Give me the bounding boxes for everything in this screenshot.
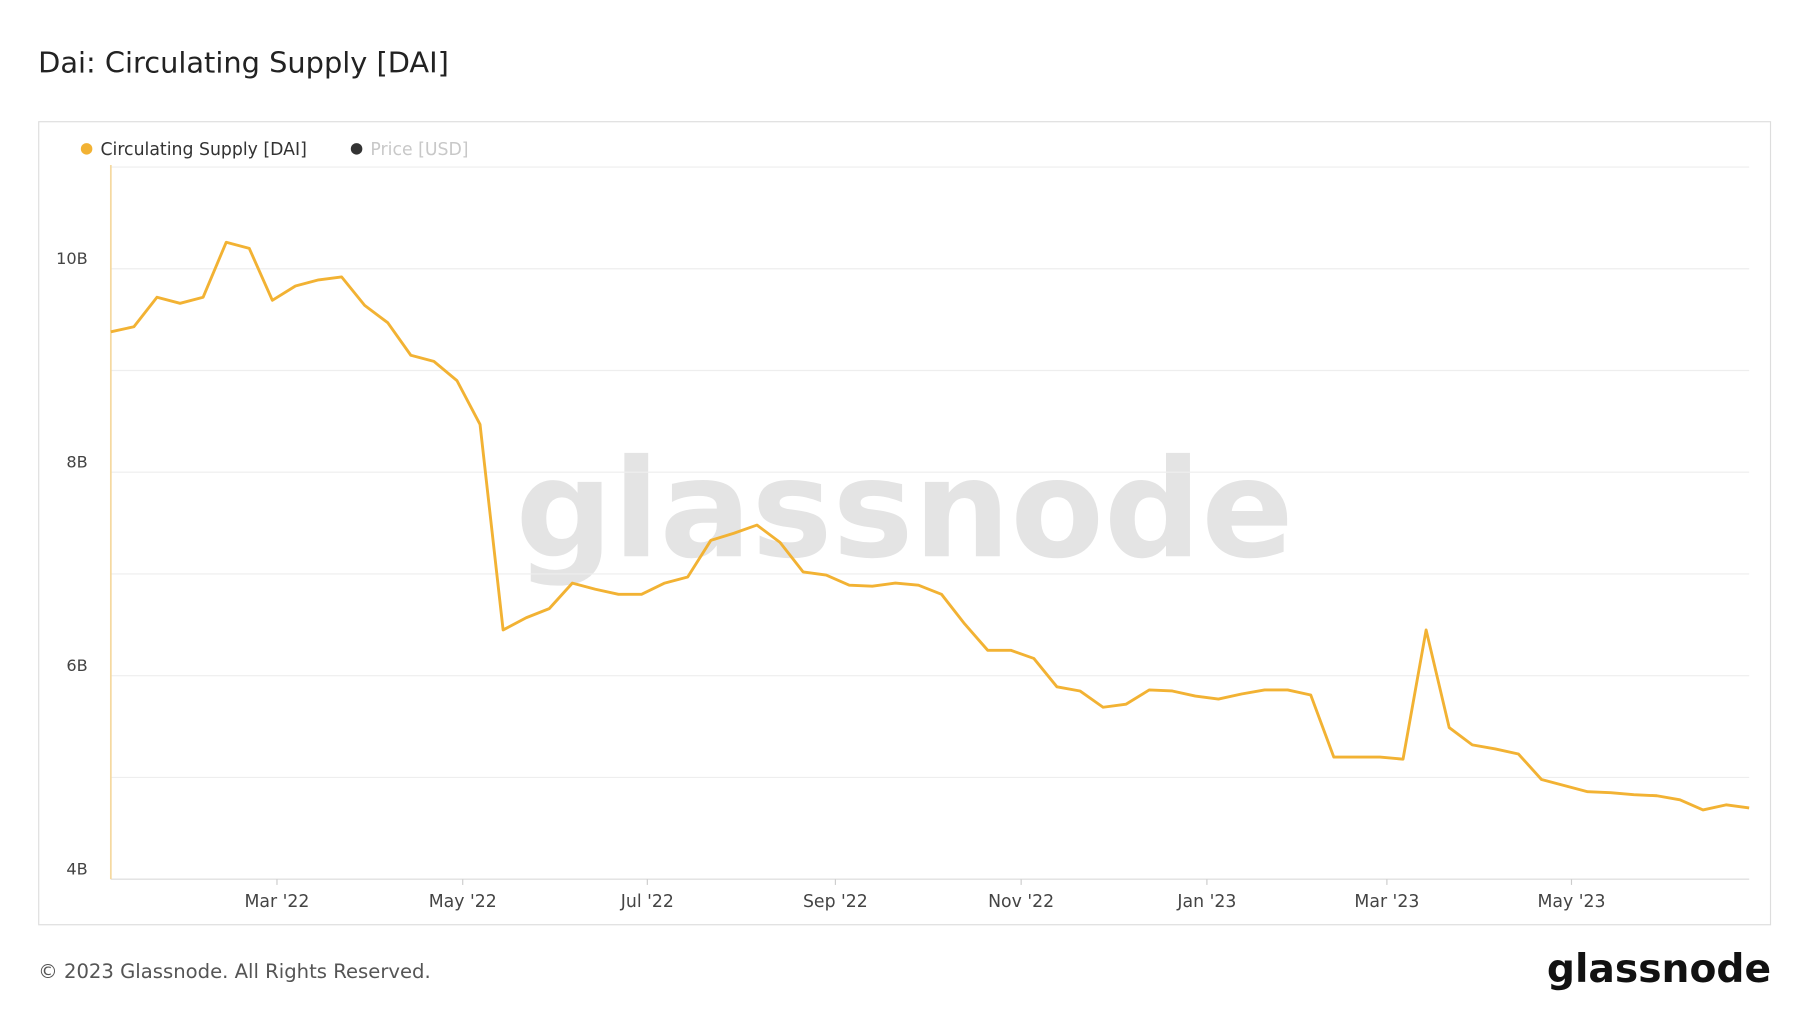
logo: glassnode — [1547, 947, 1771, 992]
x-tick-label: Nov '22 — [988, 892, 1054, 912]
y-tick-label: 10B — [56, 249, 88, 268]
legend-label[interactable]: Circulating Supply [DAI] — [100, 140, 306, 160]
x-tick-label: Mar '23 — [1354, 892, 1419, 912]
chart-frame — [38, 121, 1772, 926]
y-tick-label: 4B — [66, 859, 87, 878]
y-tick-label: 8B — [66, 452, 87, 471]
legend-marker — [350, 143, 363, 155]
chart-title: Dai: Circulating Supply [DAI] — [38, 46, 449, 80]
watermark: glassnode — [516, 431, 1294, 589]
x-tick-label: Mar '22 — [245, 892, 310, 912]
x-tick-label: May '23 — [1537, 892, 1605, 912]
x-tick-label: Jan '23 — [1176, 892, 1236, 912]
y-tick-label: 6B — [66, 656, 87, 675]
x-tick-label: Sep '22 — [803, 892, 868, 912]
legend-label[interactable]: Price [USD] — [370, 140, 468, 160]
footer: © 2023 Glassnode. All Rights Reserved. — [38, 960, 431, 983]
x-tick-label: May '22 — [429, 892, 497, 912]
legend-marker — [80, 143, 93, 155]
plot: 4B 6B 8B 10B Mar '22 May '22 Jul '22 Sep '22 Nov… — [56, 140, 1750, 912]
x-tick-label: Jul '22 — [620, 892, 674, 912]
series-line — [110, 240, 1750, 812]
